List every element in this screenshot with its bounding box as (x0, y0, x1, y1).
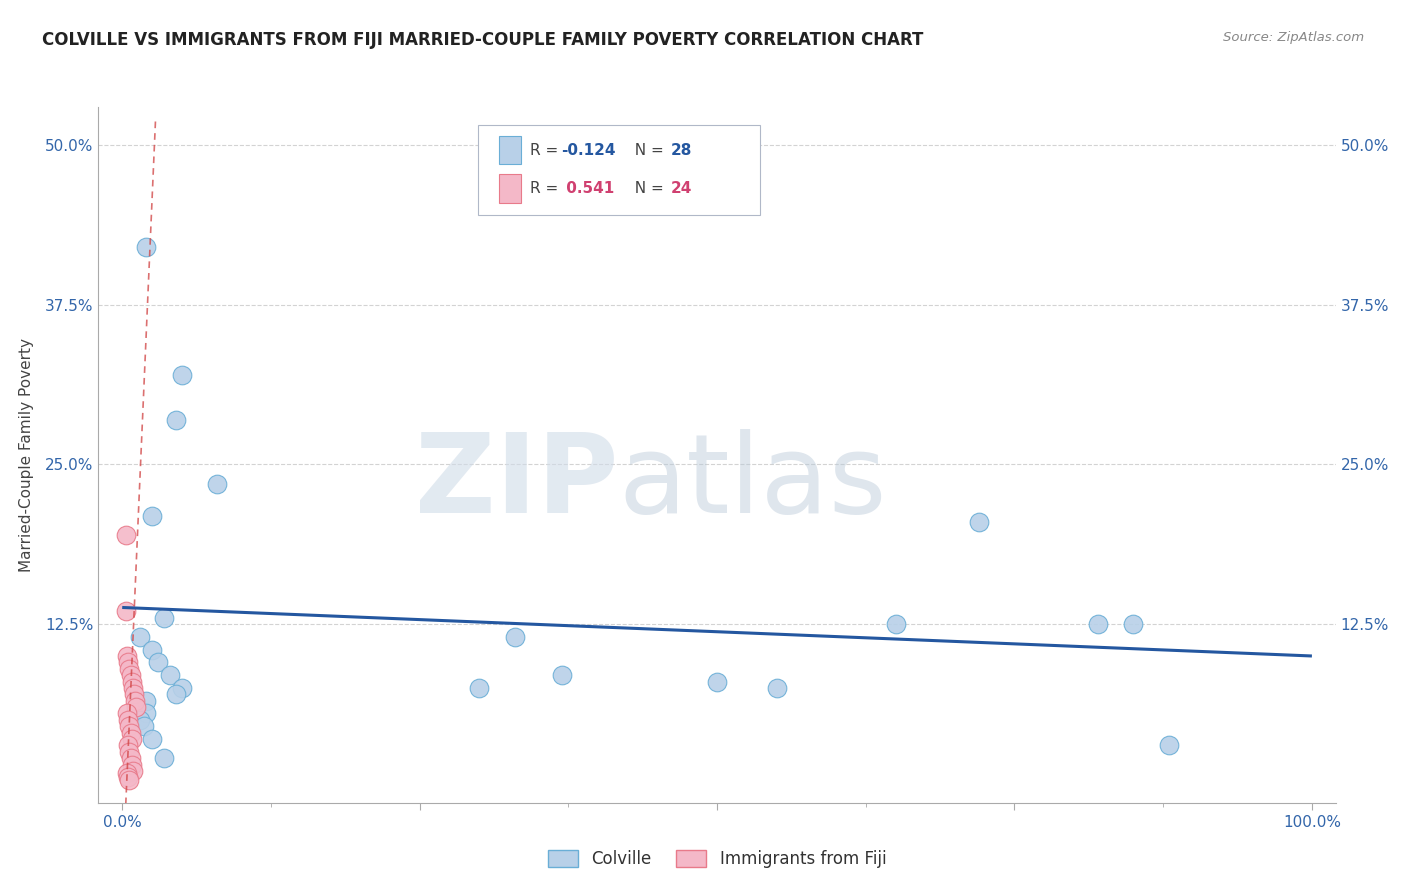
Point (121, 731, 143, 746)
Y-axis label: Married-Couple Family Poverty: Married-Couple Family Poverty (18, 338, 34, 572)
Point (129, 630, 152, 644)
Point (118, 662, 141, 676)
Point (967, 515, 990, 529)
Point (135, 240, 157, 254)
Text: R =: R = (530, 181, 562, 196)
Point (153, 751, 176, 765)
Point (117, 656, 139, 670)
Point (117, 713, 139, 727)
Text: N =: N = (626, 143, 669, 158)
Text: 24: 24 (671, 181, 692, 196)
Point (122, 681, 145, 695)
Point (135, 694, 157, 708)
Point (1159, 739, 1181, 753)
Point (118, 745, 141, 759)
Point (135, 706, 157, 721)
Text: 0.541: 0.541 (561, 181, 614, 196)
Point (118, 719, 141, 733)
Text: -0.124: -0.124 (561, 143, 616, 158)
Point (765, 681, 787, 695)
Point (165, 413, 187, 427)
Point (115, 648, 138, 663)
Point (122, 687, 145, 701)
Point (120, 668, 142, 682)
Point (141, 642, 163, 657)
Text: atlas: atlas (619, 429, 887, 536)
Point (1087, 617, 1109, 632)
Text: ZIP: ZIP (415, 429, 619, 536)
Point (884, 617, 907, 632)
Text: Source: ZipAtlas.com: Source: ZipAtlas.com (1223, 31, 1364, 45)
Point (170, 368, 193, 383)
Text: N =: N = (626, 181, 669, 196)
Legend: Colville, Immigrants from Fiji: Colville, Immigrants from Fiji (541, 843, 893, 874)
Point (125, 700, 148, 714)
Point (118, 772, 141, 787)
Point (1122, 617, 1144, 632)
Point (121, 674, 143, 689)
Point (115, 766, 138, 780)
Point (207, 476, 229, 491)
Point (165, 687, 187, 701)
Point (121, 757, 143, 772)
Point (114, 604, 136, 618)
Text: R =: R = (530, 143, 562, 158)
Point (551, 668, 574, 682)
Point (503, 630, 526, 644)
Point (129, 713, 152, 727)
Point (170, 681, 193, 695)
Point (153, 610, 176, 624)
Point (146, 656, 169, 670)
Point (141, 731, 163, 746)
Text: 28: 28 (671, 143, 692, 158)
Point (115, 706, 138, 721)
Point (114, 527, 136, 541)
Point (124, 694, 146, 708)
Point (117, 770, 139, 784)
Point (706, 674, 728, 689)
Text: COLVILLE VS IMMIGRANTS FROM FIJI MARRIED-COUPLE FAMILY POVERTY CORRELATION CHART: COLVILLE VS IMMIGRANTS FROM FIJI MARRIED… (42, 31, 924, 49)
Point (468, 681, 491, 695)
Point (120, 751, 142, 765)
Point (120, 725, 142, 739)
Point (141, 508, 163, 523)
Point (117, 739, 139, 753)
Point (159, 668, 181, 682)
Point (122, 764, 145, 778)
Point (132, 719, 155, 733)
